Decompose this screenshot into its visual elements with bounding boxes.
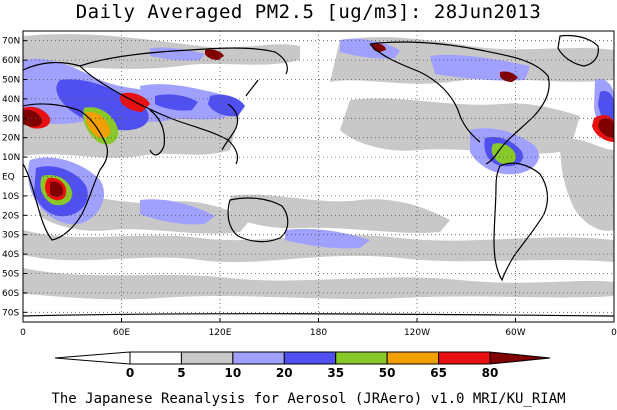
colorbar-segment [232, 351, 285, 365]
lat-tick-label: 60N [2, 56, 20, 66]
latitude-axis: 70N 60N 50N 40N 30N 20N 10N EQ 10S 20S 30S 40S 50S 60… [2, 37, 27, 318]
lat-tick-label: 20N [2, 134, 20, 144]
colorbar-segment [129, 351, 182, 365]
longitude-axis: 0 60E 120E 180 120W 60W 0 [20, 318, 617, 338]
lat-tick-label: 30S [2, 231, 19, 241]
field-level-20-35 [34, 79, 614, 217]
colorbar-segment [386, 351, 440, 365]
colorbar: 0 5 10 20 35 50 65 80 [54, 351, 551, 380]
lat-tick-label: 10N [2, 153, 20, 163]
colorbar-segment [180, 351, 234, 365]
colorbar-label: 20 [276, 366, 293, 380]
coastlines [23, 34, 614, 317]
map-title: Daily Averaged PM2.5 [ug/m3]: 28Jun2013 [75, 1, 542, 23]
lon-tick-label: 60W [505, 328, 525, 338]
gridlines [23, 31, 614, 322]
colorbar-label: 50 [379, 366, 396, 380]
lon-tick-label: 0 [611, 328, 617, 338]
lat-tick-label: 30N [2, 114, 20, 124]
colorbar-label: 65 [430, 366, 447, 380]
lat-tick-label: 20S [2, 211, 19, 221]
lon-tick-label: 120W [404, 328, 430, 338]
lat-tick-label: 70N [2, 37, 20, 47]
colorbar-segment [438, 351, 491, 365]
lat-tick-label: 50S [2, 270, 19, 280]
lat-tick-label: 10S [2, 192, 19, 202]
lat-tick-label: 70S [2, 308, 19, 318]
colorbar-label: 80 [482, 366, 499, 380]
lat-tick-label: 40N [2, 95, 20, 105]
colorbar-label: 5 [177, 366, 185, 380]
lon-tick-label: 180 [310, 328, 327, 338]
colorbar-over [489, 351, 551, 365]
colorbar-label: 0 [126, 366, 134, 380]
colorbar-label: 10 [225, 366, 242, 380]
lat-tick-label: 60S [2, 289, 19, 299]
colorbar-label: 35 [327, 366, 344, 380]
field-level-80-plus [23, 43, 614, 197]
lon-tick-label: 60E [113, 328, 130, 338]
colorbar-segment [283, 351, 337, 365]
lon-tick-label: 120E [209, 328, 232, 338]
pm25-field [23, 31, 614, 322]
credit-line: The Japanese Reanalysis for Aerosol (JRA… [51, 391, 566, 407]
colorbar-under [54, 351, 131, 365]
lat-tick-label: 40S [2, 250, 19, 260]
lon-tick-label: 0 [20, 328, 26, 338]
lat-tick-label: 50N [2, 76, 20, 86]
colorbar-segment [335, 351, 388, 365]
lat-tick-label: EQ [2, 173, 15, 183]
